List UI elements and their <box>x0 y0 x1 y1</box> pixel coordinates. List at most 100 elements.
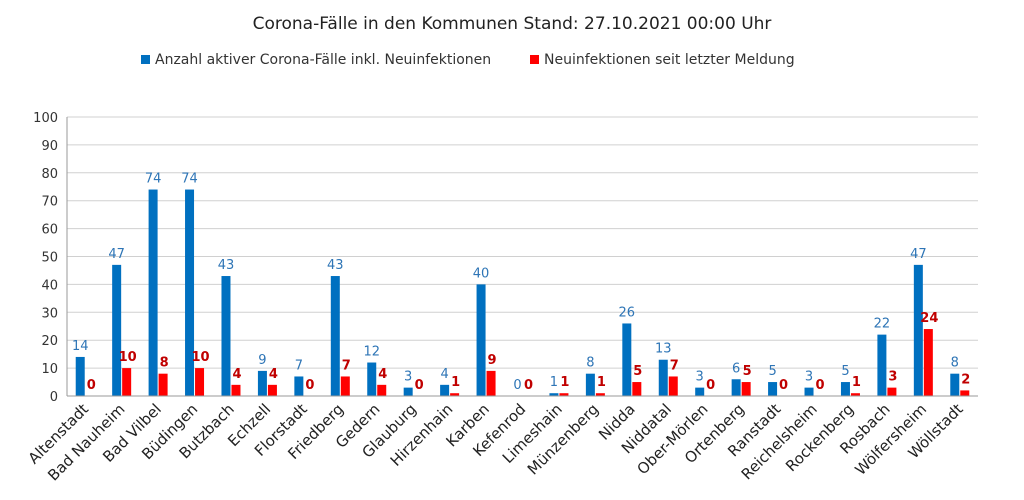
y-tick-label: 60 <box>41 223 58 238</box>
bar-active <box>877 334 887 396</box>
y-tick-label: 0 <box>50 390 58 405</box>
bar-new <box>158 373 168 396</box>
bar-new <box>122 368 132 396</box>
bar-active <box>75 356 85 396</box>
data-label-active: 47 <box>108 247 125 262</box>
data-label-active: 40 <box>473 266 490 281</box>
bar-active <box>549 393 559 396</box>
data-label-active: 5 <box>768 364 776 379</box>
data-label-active: 22 <box>874 317 891 332</box>
data-label-active: 1 <box>550 375 558 390</box>
data-label-active: 9 <box>258 353 266 368</box>
data-label-new: 9 <box>488 353 497 368</box>
y-tick-label: 100 <box>33 111 58 126</box>
data-label-new: 5 <box>633 364 642 379</box>
data-label-active: 43 <box>327 258 344 273</box>
bar-active <box>440 384 450 396</box>
data-label-new: 5 <box>743 364 752 379</box>
bar-active <box>768 382 778 396</box>
bar-active <box>367 362 377 396</box>
data-label-new: 7 <box>670 358 679 373</box>
bar-active <box>257 370 267 396</box>
legend: Anzahl aktiver Corona-Fälle inkl. Neuinf… <box>141 52 795 68</box>
data-label-new: 4 <box>232 367 241 382</box>
bar-active <box>585 373 595 396</box>
data-label-new: 4 <box>269 367 278 382</box>
bar-active <box>658 359 668 396</box>
bar-new <box>340 376 350 396</box>
data-label-new: 1 <box>852 375 861 390</box>
data-label-new: 4 <box>378 367 387 382</box>
data-label-active: 0 <box>513 378 521 393</box>
bar-active <box>622 323 632 396</box>
data-label-new: 3 <box>888 370 897 385</box>
data-label-active: 8 <box>951 356 959 371</box>
bar-active <box>148 189 158 396</box>
bar-new <box>923 329 933 396</box>
data-label-active: 7 <box>295 358 303 373</box>
bar-new <box>231 384 241 396</box>
bar-active <box>294 376 304 396</box>
bar-new <box>450 393 460 396</box>
bar-active <box>913 264 923 396</box>
legend-swatch-active <box>141 55 150 64</box>
data-label-active: 14 <box>72 339 89 354</box>
data-label-new: 0 <box>305 378 314 393</box>
data-label-active: 43 <box>218 258 235 273</box>
data-label-active: 12 <box>363 345 380 360</box>
y-tick-label: 50 <box>41 251 58 266</box>
bars <box>75 189 970 396</box>
bar-new <box>632 382 642 396</box>
bar-active <box>950 373 960 396</box>
data-label-new: 10 <box>191 350 209 365</box>
data-label-new: 1 <box>597 375 606 390</box>
bar-new <box>377 384 387 396</box>
bar-new <box>559 393 569 396</box>
bar-new <box>960 390 970 396</box>
data-label-new: 10 <box>119 350 137 365</box>
data-label-new: 0 <box>524 378 533 393</box>
bar-active <box>221 276 231 396</box>
bar-active <box>731 379 741 396</box>
data-label-active: 4 <box>440 367 448 382</box>
data-label-active: 3 <box>404 370 412 385</box>
data-label-new: 7 <box>342 358 351 373</box>
data-label-new: 0 <box>815 378 824 393</box>
y-tick-label: 40 <box>41 278 58 293</box>
bar-new <box>267 384 277 396</box>
data-label-active: 3 <box>805 370 813 385</box>
data-label-active: 6 <box>732 361 740 376</box>
bar-active <box>804 387 814 396</box>
y-tick-label: 10 <box>41 362 58 377</box>
bar-new <box>595 393 605 396</box>
legend-label-new: Neuinfektionen seit letzter Meldung <box>544 52 795 68</box>
chart-title: Corona-Fälle in den Kommunen Stand: 27.1… <box>253 14 772 34</box>
bar-active <box>840 382 850 396</box>
bar-active <box>695 387 705 396</box>
bar-new <box>741 382 751 396</box>
data-label-new: 8 <box>160 356 169 371</box>
data-label-active: 8 <box>586 356 594 371</box>
data-label-active: 74 <box>145 172 162 187</box>
data-label-new: 1 <box>560 375 569 390</box>
bar-active <box>476 284 486 396</box>
y-tick-label: 70 <box>41 195 58 210</box>
bar-new <box>195 368 205 396</box>
data-label-new: 0 <box>779 378 788 393</box>
data-label-new: 24 <box>920 311 938 326</box>
bar-active <box>330 276 340 396</box>
bar-active <box>403 387 413 396</box>
y-tick-label: 30 <box>41 306 58 321</box>
y-tick-label: 80 <box>41 167 58 182</box>
bar-new <box>486 370 496 396</box>
bar-new <box>850 393 860 396</box>
data-label-new: 2 <box>961 372 970 387</box>
data-label-active: 26 <box>619 305 636 320</box>
data-label-active: 5 <box>841 364 849 379</box>
y-tick-label: 90 <box>41 139 58 154</box>
data-label-active: 47 <box>910 247 927 262</box>
legend-swatch-new <box>530 55 539 64</box>
